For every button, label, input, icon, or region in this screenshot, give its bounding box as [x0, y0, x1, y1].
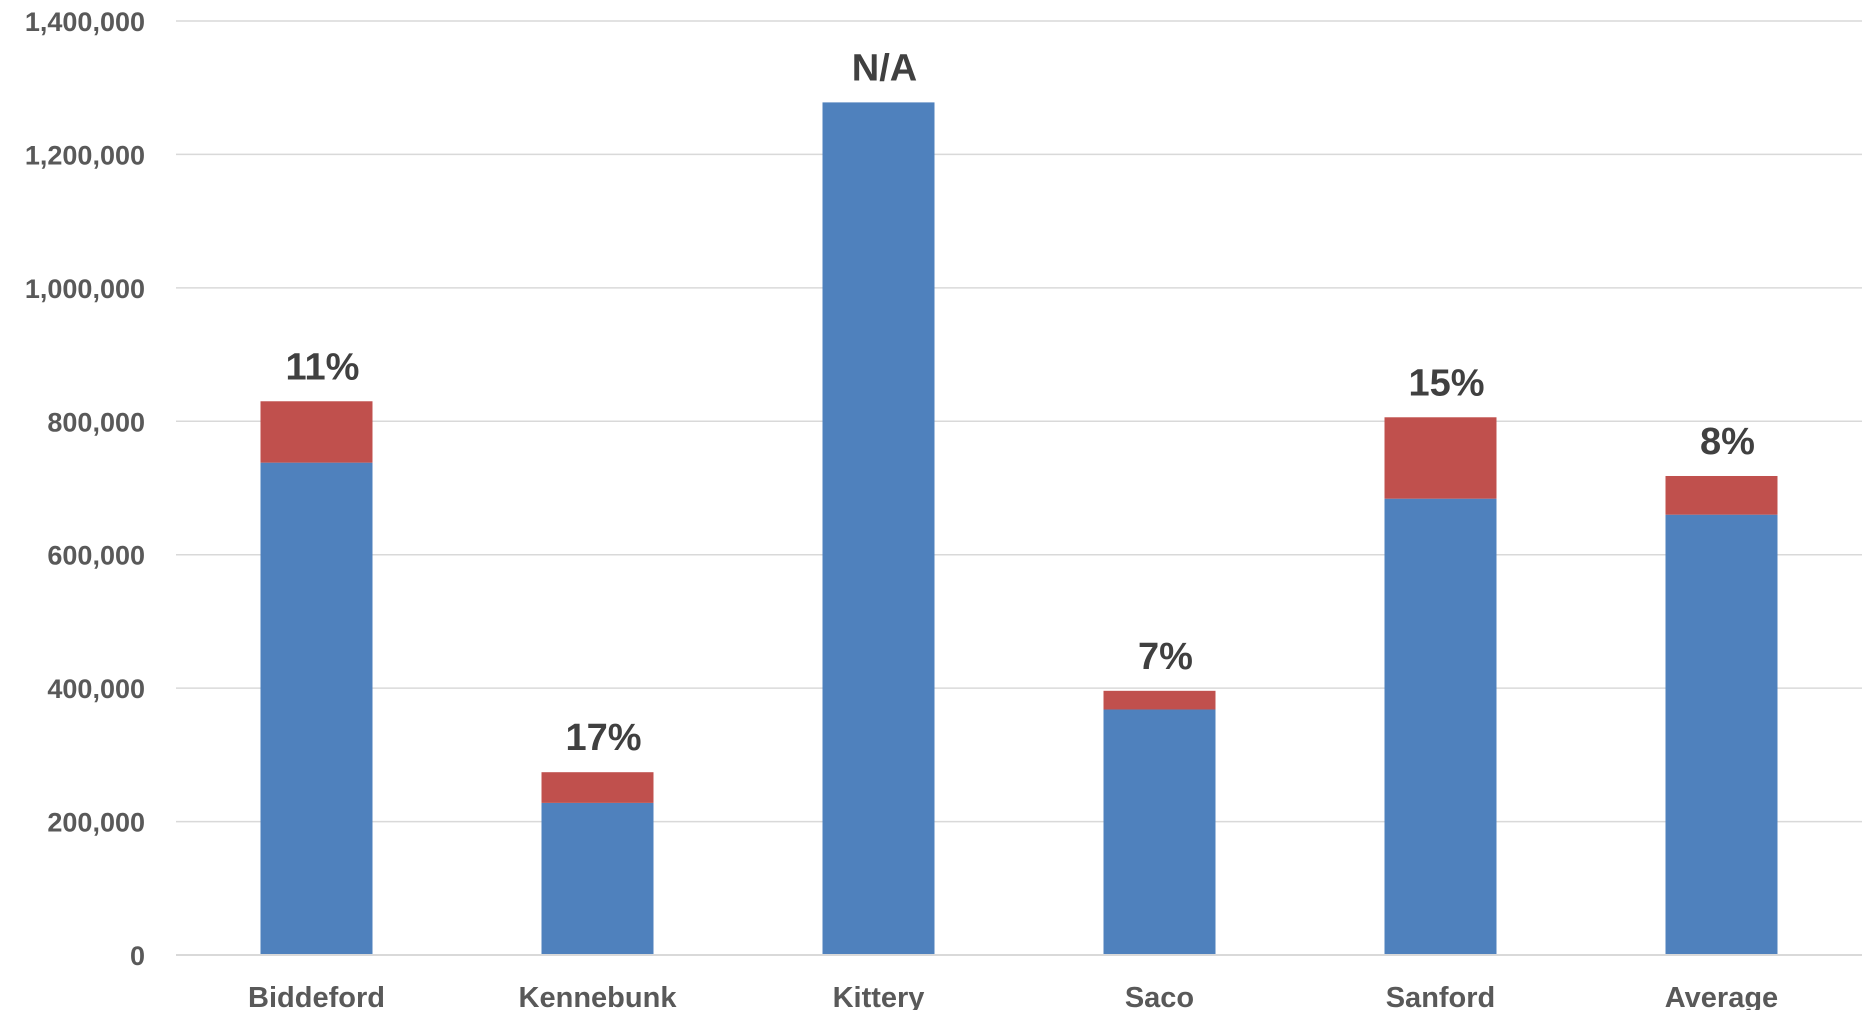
y-tick-label: 600,000: [47, 541, 145, 571]
bar-segment-base: [1384, 498, 1497, 955]
data-labels: 11% 17% N/A 7% 15% 8%: [286, 47, 1755, 759]
y-tick-label: 800,000: [47, 407, 145, 437]
y-axis-tick-labels: 0 200,000 400,000 600,000 800,000 1,000,000 1,…: [25, 7, 145, 971]
x-category-label: Kittery: [833, 982, 925, 1010]
bar-segment-base: [1103, 709, 1216, 955]
x-category-label: Sanford: [1386, 982, 1496, 1010]
bar-segment-base: [541, 802, 654, 955]
bar-segment-base: [1665, 514, 1778, 955]
x-category-label: Average: [1665, 982, 1778, 1010]
x-category-label: Saco: [1125, 982, 1194, 1010]
y-tick-label: 1,000,000: [25, 274, 145, 304]
y-tick-label: 400,000: [47, 674, 145, 704]
data-label: 15%: [1408, 362, 1484, 404]
data-label: 11%: [286, 346, 360, 388]
bar-segment-top: [1103, 690, 1216, 710]
bar-segment-top: [260, 401, 373, 463]
y-tick-label: 1,400,000: [25, 7, 145, 37]
x-category-label: Kennebunk: [519, 982, 678, 1010]
y-tick-label: 200,000: [47, 808, 145, 838]
gridlines: [176, 20, 1862, 823]
x-axis-category-labels: Biddeford Kennebunk Kittery Saco Sanford Aver…: [248, 982, 1778, 1014]
bar-segment-base: [822, 102, 935, 956]
y-tick-label: 1,200,000: [25, 140, 145, 170]
data-label: 7%: [1138, 636, 1193, 678]
bar-segment-top: [541, 772, 654, 803]
data-label: 17%: [565, 717, 641, 759]
bars: [260, 102, 1778, 956]
bar-segment-base: [260, 462, 373, 955]
bar-segment-top: [1665, 475, 1778, 515]
data-label: N/A: [852, 47, 917, 89]
data-label: 8%: [1700, 421, 1755, 463]
bar-segment-top: [1384, 417, 1497, 499]
x-category-label: Biddeford: [248, 982, 385, 1010]
y-tick-label: 0: [130, 941, 145, 971]
